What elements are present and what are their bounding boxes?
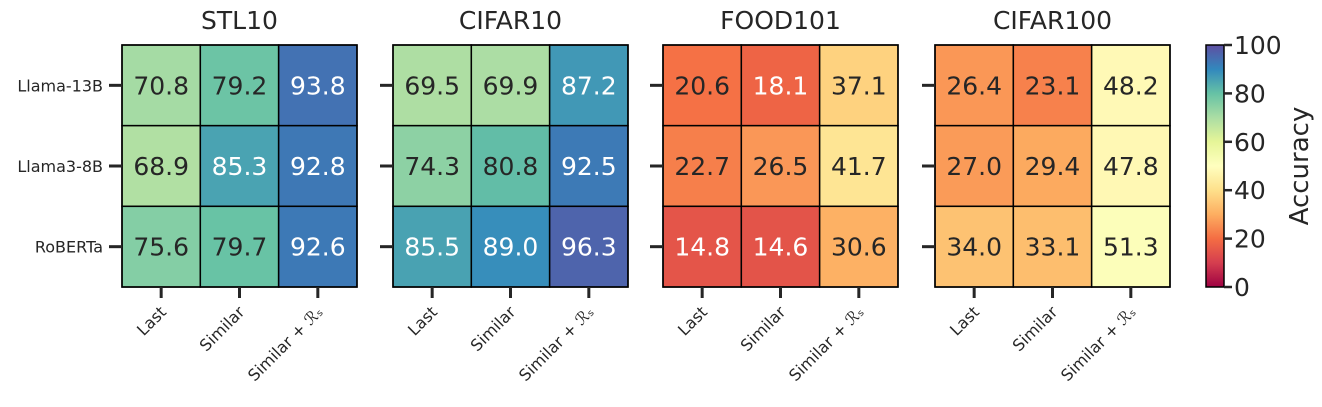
cell-value-label: 79.2 <box>212 71 268 100</box>
cell-value-label: 87.2 <box>561 71 617 100</box>
heatmap-cell <box>548 205 629 288</box>
cell-value-label: 29.4 <box>1025 152 1081 181</box>
heatmap-cell <box>392 124 473 208</box>
cell-value-label: 96.3 <box>561 233 617 262</box>
x-tick-label: Last <box>133 302 170 339</box>
heatmap-cell <box>470 124 551 208</box>
cell-value-label: 85.3 <box>212 152 268 181</box>
colorbar-tick-label: 80 <box>1234 79 1266 108</box>
cell-value-label: 51.3 <box>1103 233 1159 262</box>
cell-value-label: 47.8 <box>1103 152 1159 181</box>
heatmap-cell <box>277 124 358 208</box>
x-tick-label: Last <box>404 302 441 339</box>
y-tick-label: Llama-13B <box>17 76 103 95</box>
cell-value-label: 85.5 <box>404 233 460 262</box>
heatmap-cell <box>818 124 899 208</box>
panel-cifar10: CIFAR10 69.5 69.9 87.2 74.3 80.8 92.5 85.5 89.0 9… <box>380 6 629 385</box>
cell-value-label: 70.8 <box>133 71 189 100</box>
heatmap-cell <box>818 44 899 127</box>
cell-value-label: 22.7 <box>674 152 730 181</box>
colorbar-tick-label: 100 <box>1234 31 1282 60</box>
panel-title: STL10 <box>201 6 278 35</box>
x-tick-label: Similar <box>1009 302 1062 355</box>
colorbar-gradient <box>1205 44 1225 288</box>
colorbar-tick-label: 0 <box>1234 273 1250 302</box>
colorbar-tick-label: 20 <box>1234 225 1266 254</box>
panel-food101: FOOD101 20.6 18.1 37.1 22.7 26.5 41.7 14.8 14.6 3… <box>650 6 899 385</box>
colorbar: 0 20 40 60 80 100 Accuracy <box>1205 31 1315 302</box>
x-tick-label: Last <box>946 302 983 339</box>
heatmap-cell <box>470 44 551 127</box>
colorbar-label: Accuracy <box>1285 107 1315 226</box>
heatmap-cell <box>934 124 1015 208</box>
cell-value-label: 89.0 <box>483 233 539 262</box>
cell-value-label: 69.9 <box>483 71 539 100</box>
heatmap-cell <box>662 44 743 127</box>
cell-value-label: 69.5 <box>404 71 460 100</box>
x-tick-label: Similar <box>737 302 790 355</box>
colorbar-tick-label: 40 <box>1234 176 1266 205</box>
heatmap-cell <box>662 205 743 288</box>
cell-value-label: 92.6 <box>290 233 346 262</box>
heatmap-cell <box>548 124 629 208</box>
x-tick-label: Last <box>674 302 711 339</box>
panel-cifar100: CIFAR100 26.4 23.1 48.2 27.0 29.4 47.8 34.0 33.1… <box>922 6 1171 385</box>
cell-value-label: 68.9 <box>133 152 189 181</box>
heatmap-cell <box>1090 124 1171 208</box>
y-tick-label: RoBERTa <box>35 238 103 257</box>
cell-value-label: 80.8 <box>483 152 539 181</box>
cell-value-label: 74.3 <box>404 152 460 181</box>
cell-value-label: 20.6 <box>674 71 730 100</box>
heatmap-cell <box>740 205 821 288</box>
heatmap-cell <box>1090 44 1171 127</box>
cell-value-label: 79.7 <box>212 233 268 262</box>
x-tick-label: Similar + ℛₛ <box>785 302 868 385</box>
cell-value-label: 92.8 <box>290 152 346 181</box>
heatmap-cell <box>199 44 280 127</box>
x-tick-label: Similar <box>196 302 249 355</box>
x-tick-label: Similar <box>467 302 520 355</box>
cell-value-label: 14.8 <box>674 233 730 262</box>
panel-title: FOOD101 <box>720 6 841 35</box>
panel-title: CIFAR10 <box>459 6 562 35</box>
heatmap-cell <box>199 205 280 288</box>
cell-value-label: 93.8 <box>290 71 346 100</box>
cell-value-label: 34.0 <box>946 233 1002 262</box>
cell-value-label: 14.6 <box>753 233 809 262</box>
heatmap-cell <box>548 44 629 127</box>
cell-value-label: 26.5 <box>753 152 809 181</box>
cell-value-label: 75.6 <box>133 233 189 262</box>
x-tick-label: Similar + ℛₛ <box>244 302 327 385</box>
y-tick-label: Llama3-8B <box>17 157 103 176</box>
panel-title: CIFAR100 <box>993 6 1112 35</box>
cell-value-label: 41.7 <box>831 152 887 181</box>
x-tick-label: Similar + ℛₛ <box>515 302 598 385</box>
panel-stl10: STL10 70.8 79.2 93.8 68.9 85.3 92.8 75.6 79.7 92.… <box>17 6 358 385</box>
cell-value-label: 27.0 <box>946 152 1002 181</box>
cell-value-label: 30.6 <box>831 233 887 262</box>
heatmap-cell <box>662 124 743 208</box>
colorbar-tick-label: 60 <box>1234 128 1266 157</box>
heatmap-cell <box>470 205 551 288</box>
cell-value-label: 23.1 <box>1025 71 1081 100</box>
cell-value-label: 48.2 <box>1103 71 1159 100</box>
cell-value-label: 18.1 <box>753 71 809 100</box>
x-tick-label: Similar + ℛₛ <box>1057 302 1140 385</box>
heatmap-panels: STL10 70.8 79.2 93.8 68.9 85.3 92.8 75.6 79.7 92.… <box>17 6 1171 385</box>
cell-value-label: 33.1 <box>1025 233 1081 262</box>
heatmap-cell <box>392 205 473 288</box>
heatmap-cell <box>121 44 202 127</box>
cell-value-label: 37.1 <box>831 71 887 100</box>
cell-value-label: 92.5 <box>561 152 617 181</box>
cell-value-label: 26.4 <box>946 71 1002 100</box>
